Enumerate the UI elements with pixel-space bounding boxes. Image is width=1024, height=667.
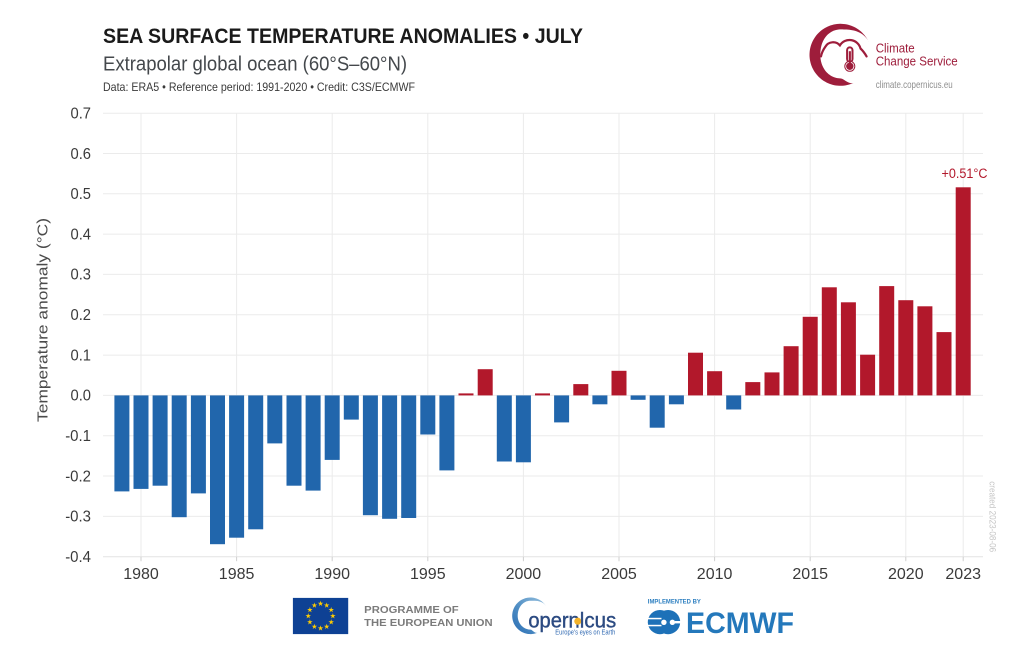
svg-text:THE EUROPEAN UNION: THE EUROPEAN UNION xyxy=(364,618,492,629)
svg-text:2010: 2010 xyxy=(697,566,733,583)
svg-text:-0.3: -0.3 xyxy=(65,509,91,526)
svg-text:Temperature anomaly (°C): Temperature anomaly (°C) xyxy=(35,218,52,422)
svg-text:0.5: 0.5 xyxy=(71,186,92,203)
svg-text:Change Service: Change Service xyxy=(876,54,958,69)
svg-text:Extrapolar global ocean (60°S–: Extrapolar global ocean (60°S–60°N) xyxy=(103,53,407,76)
svg-text:1985: 1985 xyxy=(219,566,255,583)
svg-text:ECMWF: ECMWF xyxy=(686,607,794,640)
svg-text:Europe's eyes on Earth: Europe's eyes on Earth xyxy=(555,628,615,637)
svg-text:2005: 2005 xyxy=(601,566,637,583)
svg-text:0.4: 0.4 xyxy=(71,226,92,243)
svg-text:lcus: lcus xyxy=(580,610,616,633)
svg-text:PROGRAMME OF: PROGRAMME OF xyxy=(364,605,458,616)
svg-text:climate.copernicus.eu: climate.copernicus.eu xyxy=(876,79,953,91)
svg-text:created 2023-08-06: created 2023-08-06 xyxy=(988,481,998,552)
svg-text:Data: ERA5 • Reference period:: Data: ERA5 • Reference period: 1991-2020… xyxy=(103,80,415,94)
svg-text:-0.2: -0.2 xyxy=(65,468,91,485)
svg-text:opern: opern xyxy=(528,610,579,633)
svg-text:0.2: 0.2 xyxy=(71,307,92,324)
svg-text:0.1: 0.1 xyxy=(71,347,92,364)
svg-text:0.0: 0.0 xyxy=(71,388,92,405)
svg-text:IMPLEMENTED BY: IMPLEMENTED BY xyxy=(648,599,701,605)
svg-text:SEA SURFACE TEMPERATURE ANOMAL: SEA SURFACE TEMPERATURE ANOMALIES • JULY xyxy=(103,24,583,48)
svg-text:+0.51°C: +0.51°C xyxy=(942,166,988,181)
svg-text:-0.1: -0.1 xyxy=(65,428,91,445)
svg-text:Climate: Climate xyxy=(876,40,915,55)
svg-text:0.6: 0.6 xyxy=(71,146,92,163)
svg-text:0.3: 0.3 xyxy=(71,267,92,284)
svg-text:-0.4: -0.4 xyxy=(65,549,91,566)
svg-text:1995: 1995 xyxy=(410,566,446,583)
svg-text:2020: 2020 xyxy=(888,566,924,583)
svg-text:2015: 2015 xyxy=(792,566,828,583)
svg-text:0.7: 0.7 xyxy=(71,106,92,123)
svg-text:1990: 1990 xyxy=(314,566,350,583)
svg-text:2023: 2023 xyxy=(945,566,981,583)
svg-text:2000: 2000 xyxy=(506,566,542,583)
svg-text:1980: 1980 xyxy=(123,566,159,583)
